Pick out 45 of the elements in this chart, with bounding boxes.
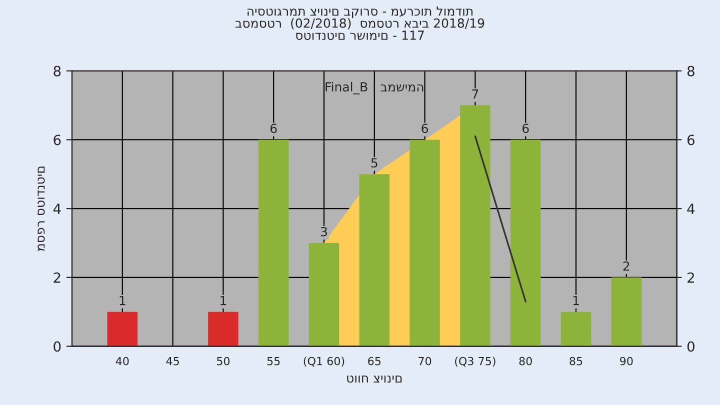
bar	[611, 277, 642, 346]
y-tick-label: 0	[54, 341, 61, 352]
bar	[560, 312, 592, 346]
bar	[410, 140, 440, 346]
data-label: 1	[220, 296, 226, 306]
x-tick-label: 45	[166, 357, 179, 366]
y-axis-title: מספר סטודנטים	[38, 166, 45, 252]
data-label: 6	[422, 124, 428, 134]
y2-tick-label: 2	[688, 272, 694, 283]
data-label: 1	[573, 296, 579, 306]
y2-tick-label: 0	[687, 341, 694, 352]
x-tick-label: (Q1 60)	[304, 356, 344, 367]
annotation: Final_B : במשימה	[326, 82, 424, 94]
x-tick-label: 90	[620, 356, 633, 366]
x-tick-label: 70	[418, 356, 432, 366]
bar	[258, 140, 289, 346]
y-tick-label: 2	[54, 272, 60, 283]
data-label: 5	[371, 158, 378, 168]
x-tick-label: 40	[116, 356, 129, 366]
x-tick-label: 55	[267, 357, 280, 366]
y-tick-label: 4	[53, 204, 61, 214]
chart-title: היסטוגרמת ציונים בקורס - מערכות לומדות בסמסטר (02/2018) סמסטר אביב 2018/19 סטודנטים רשומים - 117	[236, 6, 484, 40]
bar	[460, 105, 490, 346]
bar	[510, 140, 541, 346]
data-label: 6	[522, 124, 529, 134]
data-label: 7	[472, 89, 478, 99]
data-label: 1	[120, 296, 126, 306]
data-label: 6	[270, 124, 277, 134]
x-axis-title: טווח ציונים	[347, 376, 402, 383]
bar	[208, 312, 238, 346]
x-tick-label: (Q3 75)	[455, 356, 496, 367]
y2-tick-label: 6	[687, 134, 694, 146]
x-tick-label: 65	[368, 356, 380, 366]
data-label: 2	[623, 261, 630, 271]
x-tick-label: 50	[216, 356, 230, 366]
y-tick-label: 8	[54, 66, 61, 76]
bar	[107, 312, 138, 346]
x-tick-label: 85	[570, 356, 582, 366]
y-tick-label: 6	[54, 134, 61, 146]
bar	[308, 243, 340, 346]
data-label: 3	[320, 226, 327, 236]
y2-tick-label: 8	[687, 66, 694, 76]
x-tick-label: 80	[519, 356, 532, 366]
y2-tick-label: 4	[687, 204, 695, 214]
bar	[359, 174, 390, 346]
